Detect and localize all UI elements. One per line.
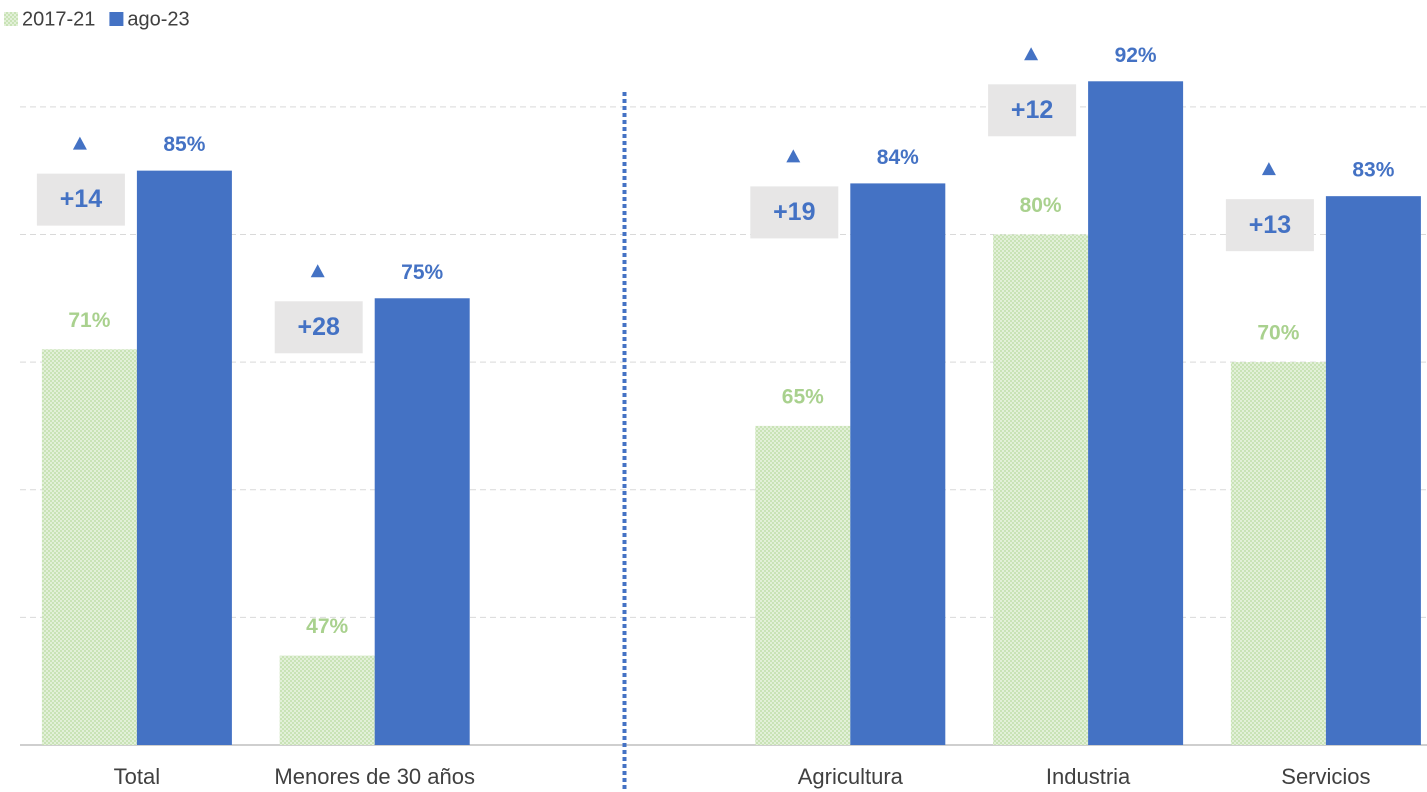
bar — [41, 349, 137, 745]
value-label: 92% — [1115, 44, 1157, 67]
bar — [850, 183, 946, 745]
value-label: 84% — [877, 146, 919, 169]
legend-label: 2017-21 — [22, 8, 95, 30]
legend-swatch — [109, 12, 124, 26]
delta-box — [274, 301, 363, 354]
bar — [1325, 196, 1421, 745]
value-label: 80% — [1020, 194, 1062, 217]
delta-label: +19 — [773, 198, 815, 226]
x-tick-label: Servicios — [1281, 764, 1370, 789]
delta-arrow — [72, 136, 87, 150]
value-label: 70% — [1257, 322, 1299, 345]
x-tick-label: Total — [114, 764, 160, 789]
x-tick-label: Agricultura — [798, 764, 904, 789]
delta-box — [988, 84, 1077, 137]
value-label: 47% — [306, 615, 348, 638]
bar — [279, 655, 375, 745]
delta-box — [750, 186, 839, 239]
bar — [136, 170, 232, 746]
legend-swatch — [4, 12, 18, 26]
delta-label: +13 — [1249, 211, 1291, 239]
value-label: 71% — [68, 309, 110, 332]
delta-label: +28 — [297, 313, 340, 341]
delta-box — [1225, 199, 1314, 252]
bar — [1230, 362, 1326, 745]
delta-box — [36, 173, 125, 226]
value-label: 83% — [1352, 159, 1394, 182]
bar — [374, 298, 470, 745]
bar — [755, 425, 851, 745]
x-tick-label: Menores de 30 años — [274, 764, 475, 789]
value-label: 85% — [163, 133, 205, 156]
delta-label: +12 — [1011, 96, 1053, 124]
bar — [1088, 81, 1184, 746]
x-tick-label: Industria — [1046, 764, 1131, 789]
delta-arrow — [786, 149, 801, 163]
value-label: 65% — [782, 385, 824, 408]
delta-arrow — [310, 264, 325, 278]
delta-arrow — [1261, 162, 1276, 176]
legend-label: ago-23 — [127, 8, 189, 30]
delta-arrow — [1024, 47, 1039, 61]
delta-label: +14 — [60, 185, 103, 213]
bar — [993, 234, 1089, 746]
value-label: 75% — [401, 261, 443, 284]
